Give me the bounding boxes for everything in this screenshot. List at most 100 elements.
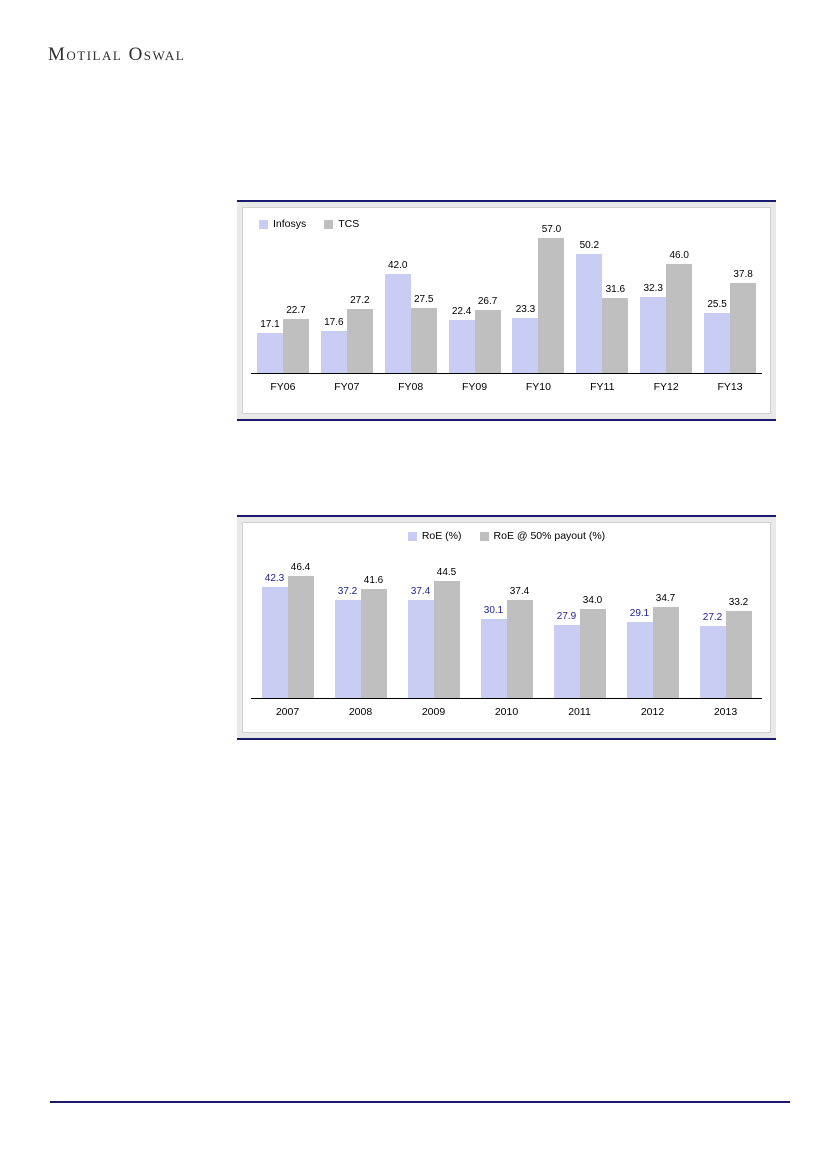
legend-swatch: [259, 219, 268, 229]
bar-roe-(%): [553, 624, 580, 698]
bar-value-label: 37.4: [509, 585, 530, 597]
bar-value-label: 42.3: [264, 572, 285, 584]
bar-value-label: 17.1: [260, 318, 280, 330]
bar-value-label: 22.7: [286, 305, 306, 317]
chart-plot: 42.3 46.4 37.2 41.6 37.4 44.5 30.1 37.4 27.9 34.0…: [251, 562, 762, 699]
bar-value-label: 29.1: [629, 607, 650, 619]
bar-infosys: [320, 331, 347, 373]
bar-value-label: 34.0: [582, 594, 603, 606]
bar-roe-(%): [699, 626, 726, 698]
bar-tcs: [282, 319, 309, 373]
x-axis-tick-label: 2012: [640, 706, 665, 718]
bar-infosys: [448, 319, 475, 373]
legend-item: RoE @ 50% payout (%): [479, 530, 606, 542]
bar-value-label: 22.4: [451, 305, 472, 317]
bar-value-label: 50.2: [579, 240, 600, 252]
bar-value-label: 33.2: [728, 596, 749, 608]
x-axis-tick-label: 2008: [348, 706, 373, 718]
bar-roe-(%): [261, 586, 288, 698]
bar-value-label: 23.3: [515, 303, 536, 315]
bar-infosys: [256, 332, 283, 373]
chart-legend: Infosys TCS: [243, 208, 770, 230]
bar-infosys: [512, 317, 539, 373]
legend-item: Infosys: [259, 218, 306, 230]
bar-tcs: [666, 264, 693, 373]
x-axis-tick-label: 2007: [275, 706, 300, 718]
bar-value-label: 57.0: [541, 224, 562, 235]
bar-value-label: 42.0: [387, 259, 408, 271]
bar-tcs: [602, 298, 629, 373]
bar-roe-@-50%-payout-(%): [652, 606, 679, 698]
x-axis-tick-label: FY12: [653, 381, 679, 393]
chart-plot: 17.1 22.7 17.6 27.2 42.0 27.5 22.4 26.7 23.3 57.0…: [251, 224, 762, 374]
bar-value-label: 44.5: [436, 567, 457, 578]
x-axis-tick-label: FY06: [270, 381, 296, 393]
legend-swatch: [324, 219, 334, 229]
bar-roe-(%): [480, 618, 507, 698]
x-axis-tick-label: 2013: [713, 706, 738, 718]
x-axis-tick-label: FY13: [717, 381, 743, 393]
bar-value-label: 37.4: [410, 585, 431, 597]
x-axis-tick-label: FY09: [462, 381, 488, 393]
x-axis-tick-label: FY10: [525, 381, 551, 393]
legend-label: TCS: [338, 218, 360, 230]
x-axis-tick-label: FY08: [398, 381, 424, 393]
bar-value-label: 41.6: [363, 574, 384, 586]
chart-frame: Infosys TCS 17.1 22.7 17.6 27.2 42.0 27.5 22.4 2…: [242, 207, 771, 414]
bar-value-label: 34.7: [655, 592, 676, 604]
legend-item: TCS: [324, 218, 359, 230]
brand-logo: Motilal Oswal: [48, 44, 186, 65]
bar-roe-@-50%-payout-(%): [287, 576, 314, 698]
bar-roe-@-50%-payout-(%): [506, 599, 533, 698]
bar-infosys: [640, 296, 667, 373]
x-axis-tick-label: 2009: [421, 706, 446, 718]
bar-value-label: 26.7: [477, 295, 498, 307]
bar-value-label: 31.6: [605, 284, 626, 296]
legend-swatch: [479, 531, 489, 541]
bar-roe-@-50%-payout-(%): [579, 608, 606, 698]
bar-value-label: 37.2: [337, 586, 358, 598]
x-axis-tick-label: 2010: [494, 706, 519, 718]
legend-label: Infosys: [273, 218, 307, 230]
bar-value-label: 46.0: [669, 250, 689, 262]
x-axis-tick-label: FY07: [334, 381, 360, 393]
bar-roe-@-50%-payout-(%): [725, 610, 752, 698]
bar-tcs: [346, 308, 373, 373]
bar-roe-(%): [626, 621, 653, 698]
bar-value-label: 32.3: [643, 282, 663, 294]
legend-label: RoE (%): [421, 530, 462, 542]
bar-value-label: 27.2: [702, 612, 723, 624]
chart-legend: RoE (%) RoE @ 50% payout (%): [243, 523, 770, 542]
bar-tcs: [730, 283, 757, 373]
bar-roe-@-50%-payout-(%): [433, 581, 460, 698]
bar-value-label: 25.5: [707, 298, 727, 310]
bar-tcs: [410, 307, 437, 373]
bar-value-label: 17.6: [324, 317, 344, 329]
bar-tcs: [538, 238, 565, 373]
bar-roe-@-50%-payout-(%): [360, 588, 387, 698]
legend-swatch: [407, 531, 417, 541]
bar-roe-(%): [334, 600, 361, 698]
bar-value-label: 27.9: [556, 610, 577, 622]
bar-value-label: 30.1: [483, 604, 504, 616]
bar-value-label: 37.8: [733, 269, 753, 281]
bar-value-label: 27.2: [350, 294, 370, 306]
x-axis-tick-label: FY11: [590, 381, 615, 393]
x-axis-labels: FY06 FY07 FY08 FY09 FY10 FY11 FY12 FY13: [251, 374, 762, 393]
chart-frame: RoE (%) RoE @ 50% payout (%) 42.3 46.4 37.2…: [242, 522, 771, 733]
legend-label: RoE @ 50% payout (%): [493, 530, 606, 542]
bar-value-label: 27.5: [413, 293, 434, 305]
bar-infosys: [704, 312, 731, 373]
chart-roe-payout-scenario: RoE (%) RoE @ 50% payout (%) 42.3 46.4 37.2…: [237, 515, 776, 740]
bar-infosys: [576, 254, 603, 373]
legend-item: RoE (%): [407, 530, 462, 542]
bar-value-label: 46.4: [290, 562, 311, 573]
x-axis-tick-label: 2011: [568, 706, 591, 718]
bar-roe-(%): [407, 599, 434, 698]
bar-infosys: [384, 273, 411, 373]
x-axis-labels: 2007 2008 2009 2010 2011 2012 2013: [251, 699, 762, 718]
bar-tcs: [474, 309, 501, 373]
footer-divider: [50, 1101, 790, 1103]
chart-infosys-vs-tcs-roe: Infosys TCS 17.1 22.7 17.6 27.2 42.0 27.5 22.4 2…: [237, 200, 776, 421]
